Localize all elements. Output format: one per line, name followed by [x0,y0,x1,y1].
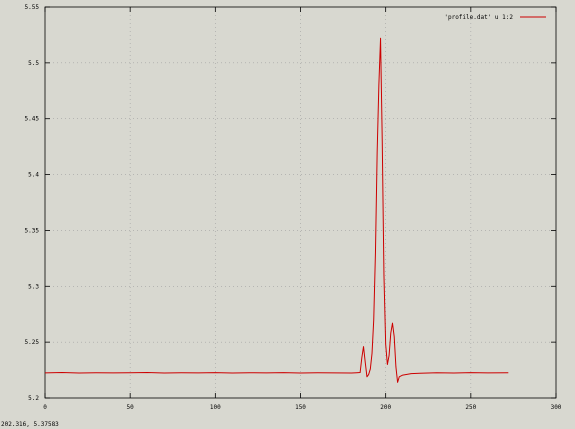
y-tick-label: 5.5 [28,60,39,67]
y-tick-label: 5.2 [28,395,39,402]
legend: 'profile.dat' u 1:2 [444,14,546,21]
x-tick-label: 50 [127,404,135,411]
x-tick-label: 0 [43,404,47,411]
y-tick-label: 5.3 [28,283,39,290]
x-tick-label: 100 [210,404,221,411]
y-tick-label: 5.35 [25,227,40,234]
series-layer [44,37,509,383]
status-bar-coordinates: 202.316, 5.37583 [1,421,59,428]
y-tick-label: 5.45 [25,116,40,123]
y-tick-label: 5.4 [28,172,39,179]
series-line [44,37,509,383]
y-tick-label: 5.25 [25,339,40,346]
x-tick-label: 150 [295,404,306,411]
x-tick-label: 250 [465,404,476,411]
x-tick-label: 200 [380,404,391,411]
grid-layer [45,7,556,398]
x-tick-label: 300 [551,404,562,411]
legend-label: 'profile.dat' u 1:2 [444,14,513,21]
y-tick-label: 5.55 [25,4,40,11]
tick-layer: 0 50 100 150 200 250 300 5.2 5.25 5.3 5.35 5.4 5.45 5… [25,4,562,411]
